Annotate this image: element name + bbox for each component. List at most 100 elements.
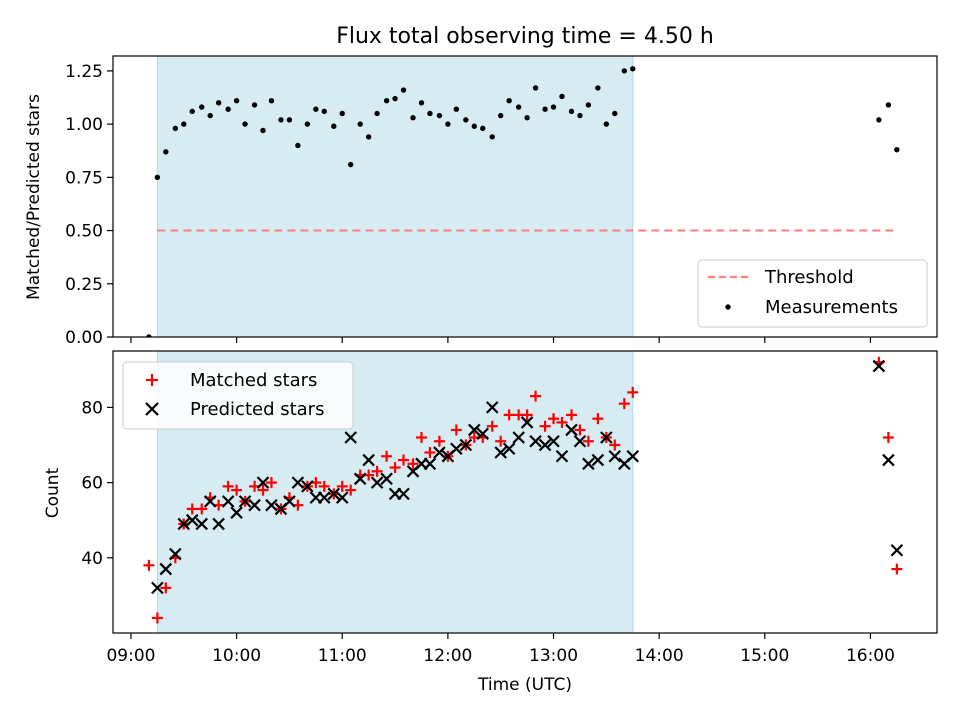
- top-y-tick-label: 1.00: [65, 115, 103, 135]
- top-y-tick-label: 0.00: [65, 328, 103, 348]
- predicted-star-point: [520, 416, 534, 429]
- matched-star-point: [609, 439, 621, 451]
- predicted-star-point: [265, 498, 278, 512]
- predicted-star-point: [423, 457, 437, 471]
- predicted-star-point: [872, 359, 886, 373]
- predicted-star-point: [238, 495, 252, 508]
- matched-star-point: [556, 416, 568, 428]
- predicted-star-point: [353, 472, 367, 486]
- predicted-star-point: [370, 476, 384, 489]
- x-axis-label: Time (UTC): [477, 675, 572, 695]
- matched-star-point: [318, 480, 330, 492]
- measurement-point: [215, 100, 222, 106]
- matched-star-point: [433, 435, 445, 447]
- x-tick-label: 10:00: [212, 646, 261, 666]
- measurement-point: [392, 95, 398, 102]
- bottom-y-axis-label: Count: [43, 467, 63, 518]
- predicted-star-point: [626, 450, 640, 463]
- measurement-point: [885, 102, 892, 108]
- matched-star-point: [345, 484, 357, 496]
- predicted-star-point: [512, 431, 525, 444]
- predicted-star-point: [256, 476, 270, 489]
- predicted-star-point: [195, 517, 209, 531]
- predicted-star-point: [159, 562, 173, 576]
- predicted-star-point: [291, 476, 305, 489]
- legend-matched-label: Matched stars: [190, 370, 317, 391]
- predicted-star-point: [397, 487, 410, 501]
- predicted-star-point: [335, 491, 349, 504]
- legend-matched-swatch: [146, 374, 158, 386]
- measurement-point: [506, 98, 512, 104]
- measurement-point: [559, 93, 565, 100]
- x-tick-label: 11:00: [318, 646, 367, 666]
- measurement-point: [163, 149, 169, 155]
- bottom-plot-frame: [112, 350, 938, 634]
- matched-star-point: [371, 465, 383, 477]
- measurement-point: [427, 110, 433, 117]
- measurement-point: [542, 106, 548, 112]
- predicted-star-point: [555, 450, 569, 463]
- measurement-point: [189, 108, 195, 115]
- measurement-point: [313, 106, 319, 112]
- matched-star-point: [548, 413, 560, 425]
- measurement-point: [321, 108, 327, 115]
- matched-star-point: [521, 409, 533, 421]
- matched-star-point: [151, 612, 163, 624]
- predicted-star-point: [600, 431, 613, 444]
- measurement-point: [550, 104, 557, 110]
- predicted-star-point: [327, 487, 341, 501]
- bottom-legend: Matched stars Predicted stars: [122, 361, 354, 430]
- legend-predicted-swatch: [145, 402, 159, 416]
- measurement-point: [585, 102, 592, 108]
- measurement-point: [207, 112, 213, 119]
- measurement-point: [225, 106, 231, 112]
- measurement-point: [876, 117, 882, 123]
- x-tick-label: 13:00: [529, 646, 578, 666]
- measurement-point: [463, 117, 469, 123]
- matched-star-point: [539, 420, 551, 432]
- count-points: [143, 356, 904, 624]
- bottom-panel: 40 60 80 09:00 10:00 11:00 12:00 13:00 14:00 15:…: [43, 350, 938, 695]
- bottom-y-tick-label: 80: [81, 398, 103, 418]
- predicted-star-point: [468, 423, 481, 437]
- measurement-point: [339, 110, 345, 117]
- matched-star-point: [424, 447, 436, 459]
- predicted-star-point: [318, 491, 331, 504]
- top-y-axis: 0.00 0.25 0.50 0.75 1.00 1.25: [65, 62, 113, 348]
- matched-star-point: [265, 477, 277, 489]
- predicted-star-point: [221, 495, 235, 508]
- measurement-point: [268, 98, 275, 104]
- measurement-point: [295, 142, 301, 149]
- predicted-star-point: [433, 446, 446, 459]
- predicted-star-point: [450, 442, 463, 456]
- matched-star-point: [160, 582, 172, 594]
- x-tick-label: 15:00: [740, 646, 789, 666]
- measurement-point: [304, 121, 311, 127]
- predicted-star-point: [151, 581, 164, 595]
- measurement-points: [146, 66, 900, 337]
- measurement-point: [233, 98, 240, 104]
- predicted-star-point: [212, 517, 225, 531]
- x-tick-label: 16:00: [846, 646, 895, 666]
- measurement-point: [471, 123, 477, 129]
- measurement-point: [603, 121, 610, 127]
- top-y-axis-label: Matched/Predicted stars: [24, 94, 44, 300]
- predicted-star-point: [362, 453, 375, 467]
- measurement-point: [278, 117, 284, 123]
- chart-title: Flux total observing time = 4.50 h: [336, 24, 714, 49]
- matched-star-point: [196, 503, 208, 515]
- top-plot-frame: [112, 55, 938, 338]
- measurement-point: [524, 115, 530, 121]
- matched-star-point: [891, 563, 903, 575]
- measurement-point: [489, 134, 495, 140]
- measurement-point: [410, 115, 416, 121]
- matched-star-point: [398, 454, 410, 466]
- measurement-point: [251, 102, 258, 108]
- top-panel: 0.00 0.25 0.50 0.75 1.00 1.25 Matched/Predict…: [24, 55, 938, 348]
- matched-star-point: [381, 450, 393, 462]
- top-legend-box: [697, 259, 928, 328]
- matched-star-point: [495, 435, 507, 447]
- measurement-point: [498, 112, 504, 119]
- matched-star-point: [618, 398, 630, 410]
- predicted-star-point: [608, 450, 622, 463]
